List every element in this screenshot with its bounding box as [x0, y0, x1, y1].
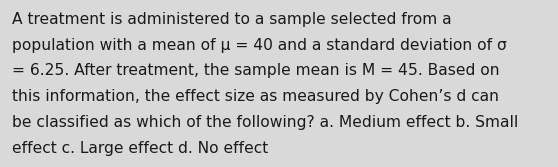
Text: = 6.25. After treatment, the sample mean is M = 45. Based on: = 6.25. After treatment, the sample mean…: [12, 63, 500, 78]
Text: this information, the effect size as measured by Cohen’s d can: this information, the effect size as mea…: [12, 89, 499, 104]
Text: be classified as which of the following? a. Medium effect b. Small: be classified as which of the following?…: [12, 115, 518, 130]
Text: effect c. Large effect d. No effect: effect c. Large effect d. No effect: [12, 141, 268, 156]
Text: population with a mean of μ = 40 and a standard deviation of σ: population with a mean of μ = 40 and a s…: [12, 38, 507, 53]
Text: A treatment is administered to a sample selected from a: A treatment is administered to a sample …: [12, 12, 452, 27]
